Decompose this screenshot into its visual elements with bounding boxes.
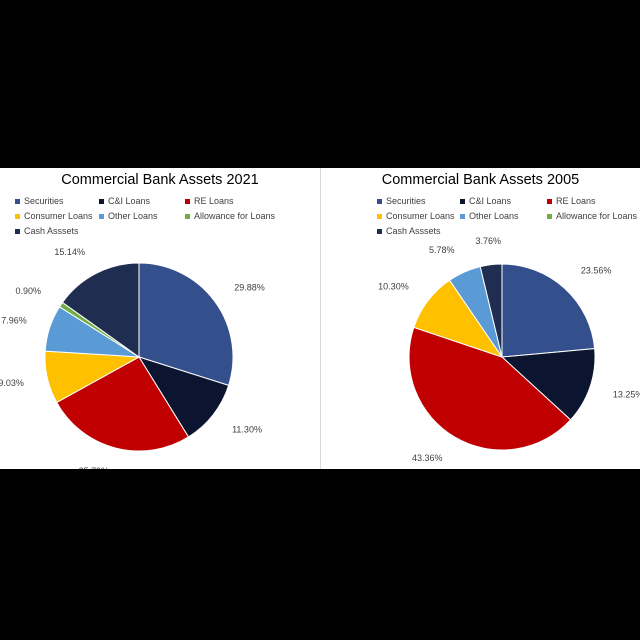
data-label-consumer-loans: 9.03% [0, 378, 24, 388]
data-label-cash-asssets: 3.76% [475, 236, 501, 246]
legend-label: Securities [24, 196, 64, 206]
legend-label: Consumer Loans [386, 211, 455, 221]
legend-item-cash-asssets: Cash Asssets [377, 226, 441, 236]
legend-label: Allowance for Loans [556, 211, 638, 221]
data-label-securities: 23.56% [581, 266, 612, 276]
legend-swatch [185, 213, 190, 219]
pie-slice-securities [501, 263, 596, 358]
legend-swatch [99, 198, 104, 204]
chart-title-2021: Commercial Bank Assets 2021 [61, 172, 259, 188]
pie-slice-cash-asssets [479, 263, 503, 358]
legend-item-securities: Securities [377, 196, 426, 206]
pie-slice-candi-loans [500, 348, 596, 421]
legend-item-securities: Securities [15, 196, 64, 206]
legend-item-allowance-for-loans: Allowance for Loans [547, 211, 637, 221]
legend-swatch [15, 213, 20, 219]
legend-item-consumer-loans: Consumer Loans [377, 211, 455, 221]
legend-swatch [377, 198, 382, 204]
legend-swatch [15, 228, 20, 234]
chart-title-2005: Commercial Bank Assets 2005 [381, 172, 580, 188]
legend-label: Consumer Loans [24, 211, 93, 221]
legend-swatch [460, 198, 465, 204]
legend-item-candi-loans: C&I Loans [99, 196, 150, 206]
pie-2021: 29.88% 11.30% 25.79% 9.03% 7.96% 0.90% 15.14% [0, 247, 265, 469]
legend-label: Cash Asssets [24, 226, 79, 236]
legend-swatch [99, 213, 104, 219]
legend-swatch [460, 213, 465, 219]
legend-swatch [547, 198, 552, 204]
chart-panel-2021: Commercial Bank Assets 2021 Securities C&… [0, 168, 320, 469]
legend-label: Cash Asssets [386, 226, 441, 236]
legend-swatch [377, 213, 382, 219]
legend-label: Other Loans [108, 211, 158, 221]
data-label-re-loans: 43.36% [412, 453, 443, 463]
pie-slice-re-loans [408, 326, 572, 451]
legend-label: RE Loans [194, 196, 234, 206]
data-label-candi-loans: 11.30% [232, 424, 262, 434]
legend-item-candi-loans: C&I Loans [460, 196, 511, 206]
data-label-re-loans: 25.79% [79, 466, 110, 469]
legend-swatch [547, 213, 552, 219]
pie-slice-cash-asssets [61, 262, 140, 358]
legend-item-re-loans: RE Loans [547, 196, 596, 206]
legend-label: Other Loans [469, 211, 519, 221]
chart-panel-2005: Commercial Bank Assets 2005 Securities C&… [321, 168, 640, 469]
legend-swatch [15, 198, 20, 204]
legend-item-consumer-loans: Consumer Loans [15, 211, 93, 221]
legend-2021: Securities C&I Loans RE Loans Consumer Loan… [0, 168, 320, 469]
data-label-consumer-loans: 10.30% [378, 281, 409, 291]
legend-2005: Securities C&I Loans RE Loans Consumer Loan… [321, 168, 640, 469]
legend-label: C&I Loans [469, 196, 512, 206]
data-label-other-loans: 5.78% [429, 245, 455, 255]
data-label-securities: 29.88% [234, 282, 265, 292]
data-label-cash-asssets: 15.14% [54, 247, 85, 257]
pie-2005: 23.56% 13.25% 43.36% 10.30% 5.78% 3.76% [378, 236, 640, 463]
legend-item-re-loans: RE Loans [185, 196, 234, 206]
legend-label: RE Loans [556, 196, 596, 206]
legend-item-other-loans: Other Loans [460, 211, 519, 221]
legend-label: C&I Loans [108, 196, 151, 206]
legend-label: Allowance for Loans [194, 211, 276, 221]
legend-swatch [377, 228, 382, 234]
data-label-candi-loans: 13.25% [613, 389, 640, 399]
panel-divider [320, 168, 321, 469]
data-label-allowance-for-loans: 0.90% [15, 286, 41, 296]
legend-swatch [185, 198, 190, 204]
charts-band: Commercial Bank Assets 2021 Securities C&… [0, 168, 640, 469]
pie-slice-re-loans [56, 356, 190, 452]
legend-label: Securities [386, 196, 426, 206]
data-label-other-loans: 7.96% [1, 316, 27, 326]
legend-item-allowance-for-loans: Allowance for Loans [185, 211, 275, 221]
legend-item-cash-asssets: Cash Asssets [15, 226, 79, 236]
pie-slice-securities [138, 262, 234, 387]
pie-slice-candi-loans [137, 356, 230, 438]
legend-item-other-loans: Other Loans [99, 211, 158, 221]
